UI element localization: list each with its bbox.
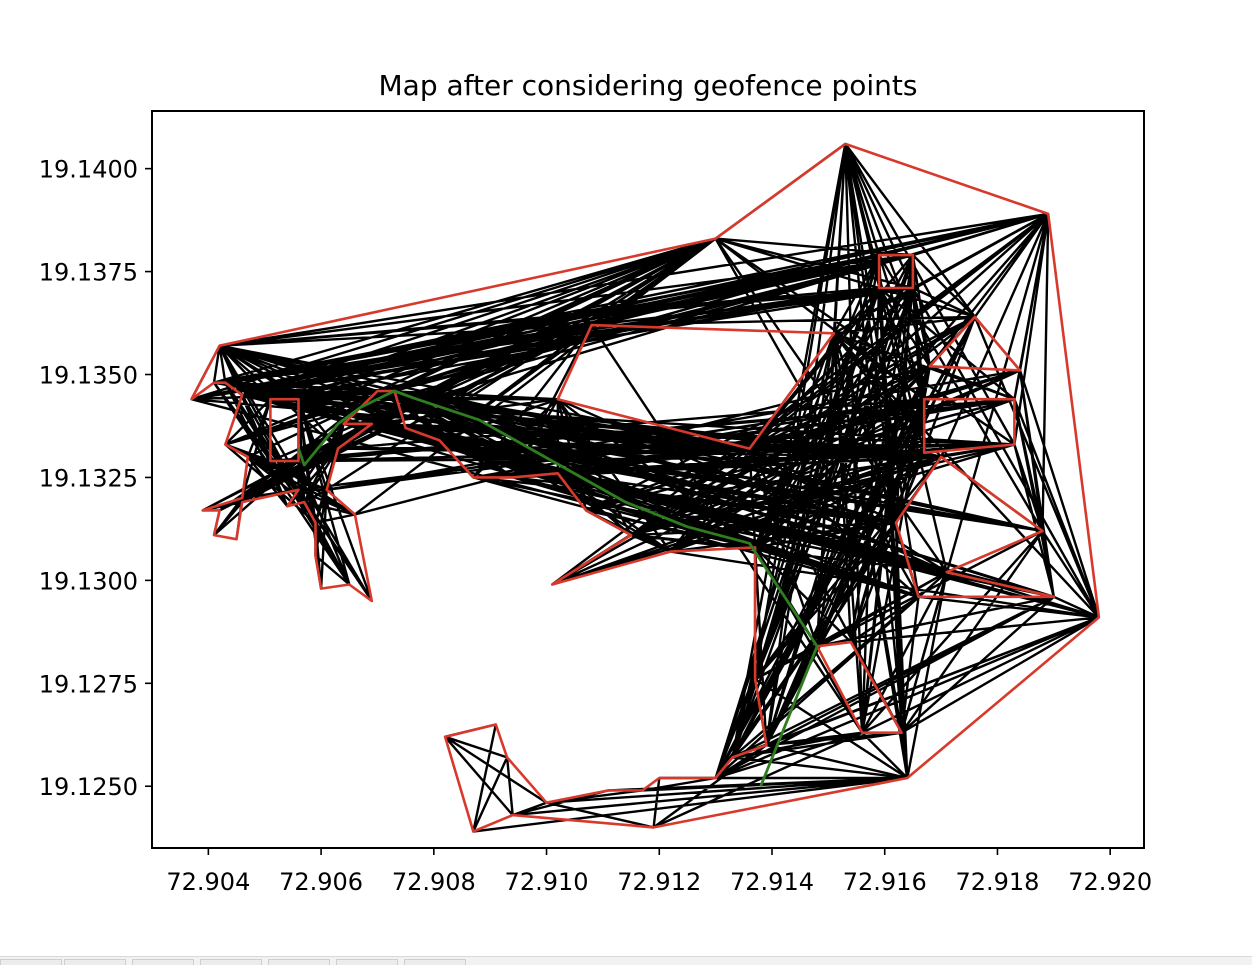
x-tick-label: 72.918	[955, 868, 1039, 896]
y-tick-label: 19.1325	[39, 464, 138, 492]
strip-tab	[268, 959, 330, 965]
x-tick-label: 72.916	[843, 868, 927, 896]
strip-tab	[64, 959, 126, 965]
strip-tab	[0, 959, 62, 965]
obstacle-geofence-7	[815, 640, 903, 735]
obstacle-geofence-1	[269, 397, 300, 463]
x-tick-label: 72.904	[166, 868, 250, 896]
strip-tab	[132, 959, 194, 965]
route-path	[297, 389, 819, 787]
y-axis-ticks: 19.1250 19.1275 19.1300 19.1325 19.1350 19.13…	[39, 156, 152, 801]
strip-tab	[336, 959, 398, 965]
obstacle-geofence-3	[556, 323, 836, 450]
x-tick-label: 72.912	[617, 868, 701, 896]
y-tick-label: 19.1275	[39, 670, 138, 698]
obstacle-geofence-5	[928, 315, 1022, 372]
y-tick-label: 19.1375	[39, 259, 138, 287]
strip-tab	[200, 959, 262, 965]
chart-title: Map after considering geofence points	[379, 69, 918, 102]
obstacle-geofence-6	[894, 455, 1056, 599]
x-axis-ticks: 72.904 72.906 72.908 72.910 72.912 72.914 72.9…	[166, 848, 1152, 896]
obstacle-geofence-2	[877, 253, 915, 290]
outer-geofence	[190, 142, 1101, 833]
x-tick-label: 72.910	[505, 868, 589, 896]
window-tab-strip	[0, 956, 1252, 965]
x-tick-label: 72.914	[730, 868, 814, 896]
x-tick-label: 72.920	[1068, 868, 1152, 896]
x-tick-label: 72.906	[279, 868, 363, 896]
strip-tab	[404, 959, 466, 965]
plot-area-frame	[151, 110, 1145, 849]
y-tick-label: 19.1350	[39, 362, 138, 390]
y-tick-label: 19.1300	[39, 567, 138, 595]
y-tick-label: 19.1400	[39, 156, 138, 184]
y-tick-label: 19.1250	[39, 773, 138, 801]
x-tick-label: 72.908	[392, 868, 476, 896]
geofence-boundaries	[190, 142, 1101, 833]
route-line	[297, 389, 819, 787]
obstacle-geofence-4	[922, 397, 1016, 455]
